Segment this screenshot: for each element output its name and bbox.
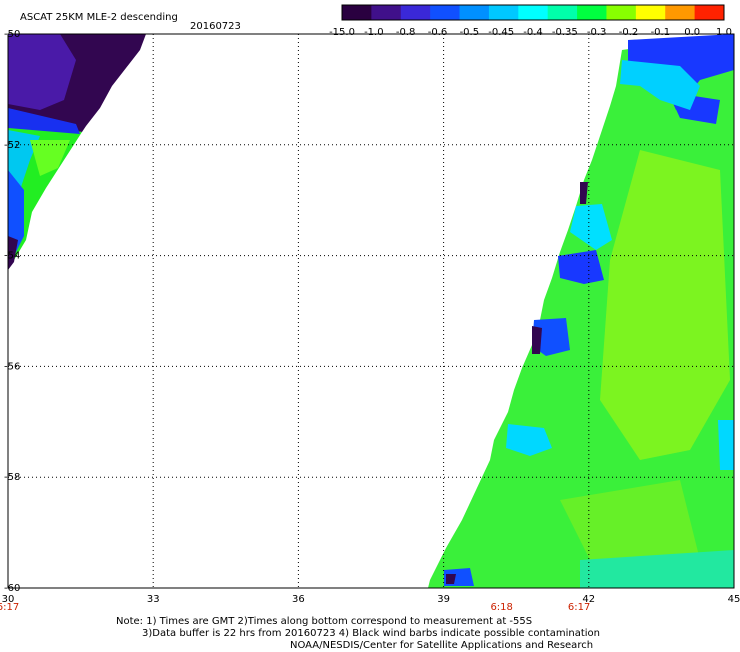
axis-ticks: 30 33 36 39 42 45 -50 -52 -54 -56 -58 -60 6:17 6:18 6:… — [0, 29, 740, 613]
colorbar-label: -0.45 — [488, 27, 514, 38]
colorbar-swatch — [577, 5, 607, 20]
right-swath-dark-edge — [580, 182, 588, 204]
colorbar-label: -0.4 — [523, 27, 543, 38]
colorbar-swatch — [606, 5, 637, 20]
lon-tick-label: 33 — [147, 594, 160, 605]
right-swath-dark-patch — [532, 326, 542, 354]
colorbar-swatch — [488, 5, 519, 20]
colorbar-label: -0.5 — [460, 27, 480, 38]
colorbar-swatch — [430, 5, 461, 20]
right-swath-cyan-patch2 — [506, 424, 552, 456]
colorbar-label: -0.35 — [552, 27, 578, 38]
colorbar-swatch — [459, 5, 490, 20]
colorbar-swatch — [342, 5, 372, 20]
lat-tick-label: -54 — [4, 251, 20, 262]
lat-tick-label: -50 — [4, 29, 20, 40]
colorbar-swatch — [518, 5, 549, 20]
colorbar-label: -0.2 — [619, 27, 639, 38]
colorbar-swatch — [371, 5, 402, 20]
left-swath — [8, 34, 146, 270]
lat-tick-label: -60 — [4, 583, 20, 594]
colorbar-swatch — [665, 5, 696, 20]
left-swath-blue-band — [8, 108, 80, 134]
colorbar-swatch — [547, 5, 578, 20]
right-swath-cyan-bottom — [580, 550, 734, 588]
left-swath-purple — [8, 34, 76, 110]
map-title: ASCAT 25KM MLE-2 descending — [20, 12, 178, 23]
time-label: 6:17 — [568, 602, 590, 613]
left-swath-lime — [30, 140, 70, 176]
lon-tick-label: 45 — [728, 594, 740, 605]
right-swath-blue-patch2 — [532, 318, 570, 356]
colorbar-label: -0.3 — [587, 27, 607, 38]
colorbar-label: -1.0 — [364, 27, 384, 38]
right-swath-lime-center — [600, 150, 730, 460]
lon-tick-label: 36 — [292, 594, 305, 605]
map-grid — [7, 33, 735, 589]
colorbar-swatch — [694, 5, 725, 20]
colorbar-swatch — [400, 5, 431, 20]
right-swath-cyan-patch1 — [570, 204, 612, 250]
time-label: 6:18 — [490, 602, 512, 613]
data-swaths — [8, 34, 734, 588]
lon-tick-label: 42 — [582, 594, 595, 605]
colorbar-label: 0.0 — [684, 27, 700, 38]
colorbar-label: -15.0 — [329, 27, 355, 38]
right-swath-cyan-right — [718, 420, 734, 470]
right-swath-blue-patch1 — [558, 250, 604, 284]
footer-credit: NOAA/NESDIS/Center for Satellite Applica… — [290, 640, 594, 651]
lat-tick-label: -58 — [4, 472, 20, 483]
colorbar-swatch — [635, 5, 666, 20]
footer-note-2: 3)Data buffer is 22 hrs from 20160723 4)… — [142, 628, 600, 639]
right-swath-dark-low — [446, 574, 456, 584]
lon-tick-label: 39 — [437, 594, 450, 605]
colorbar-label: 1.0 — [716, 27, 732, 38]
colorbar-label: -0.1 — [651, 27, 671, 38]
colorbar-label: -0.6 — [428, 27, 448, 38]
right-swath-cyan-top — [620, 60, 700, 110]
colorbar: -15.0 -1.0 -0.8 -0.6 -0.5 -0.45 -0.4 -0.35 -0.3 -… — [329, 4, 732, 38]
left-swath-dark-tip — [8, 236, 18, 270]
lat-tick-label: -52 — [4, 140, 20, 151]
time-label: 6:17 — [0, 602, 19, 613]
lat-tick-label: -56 — [4, 361, 20, 372]
colorbar-label: -0.8 — [396, 27, 416, 38]
colorbar-frame — [341, 4, 725, 21]
footer-note-1: Note: 1) Times are GMT 2)Times along bot… — [116, 616, 533, 627]
right-swath — [428, 34, 734, 588]
lon-tick-label: 30 — [2, 594, 15, 605]
map-date: 20160723 — [190, 21, 241, 32]
